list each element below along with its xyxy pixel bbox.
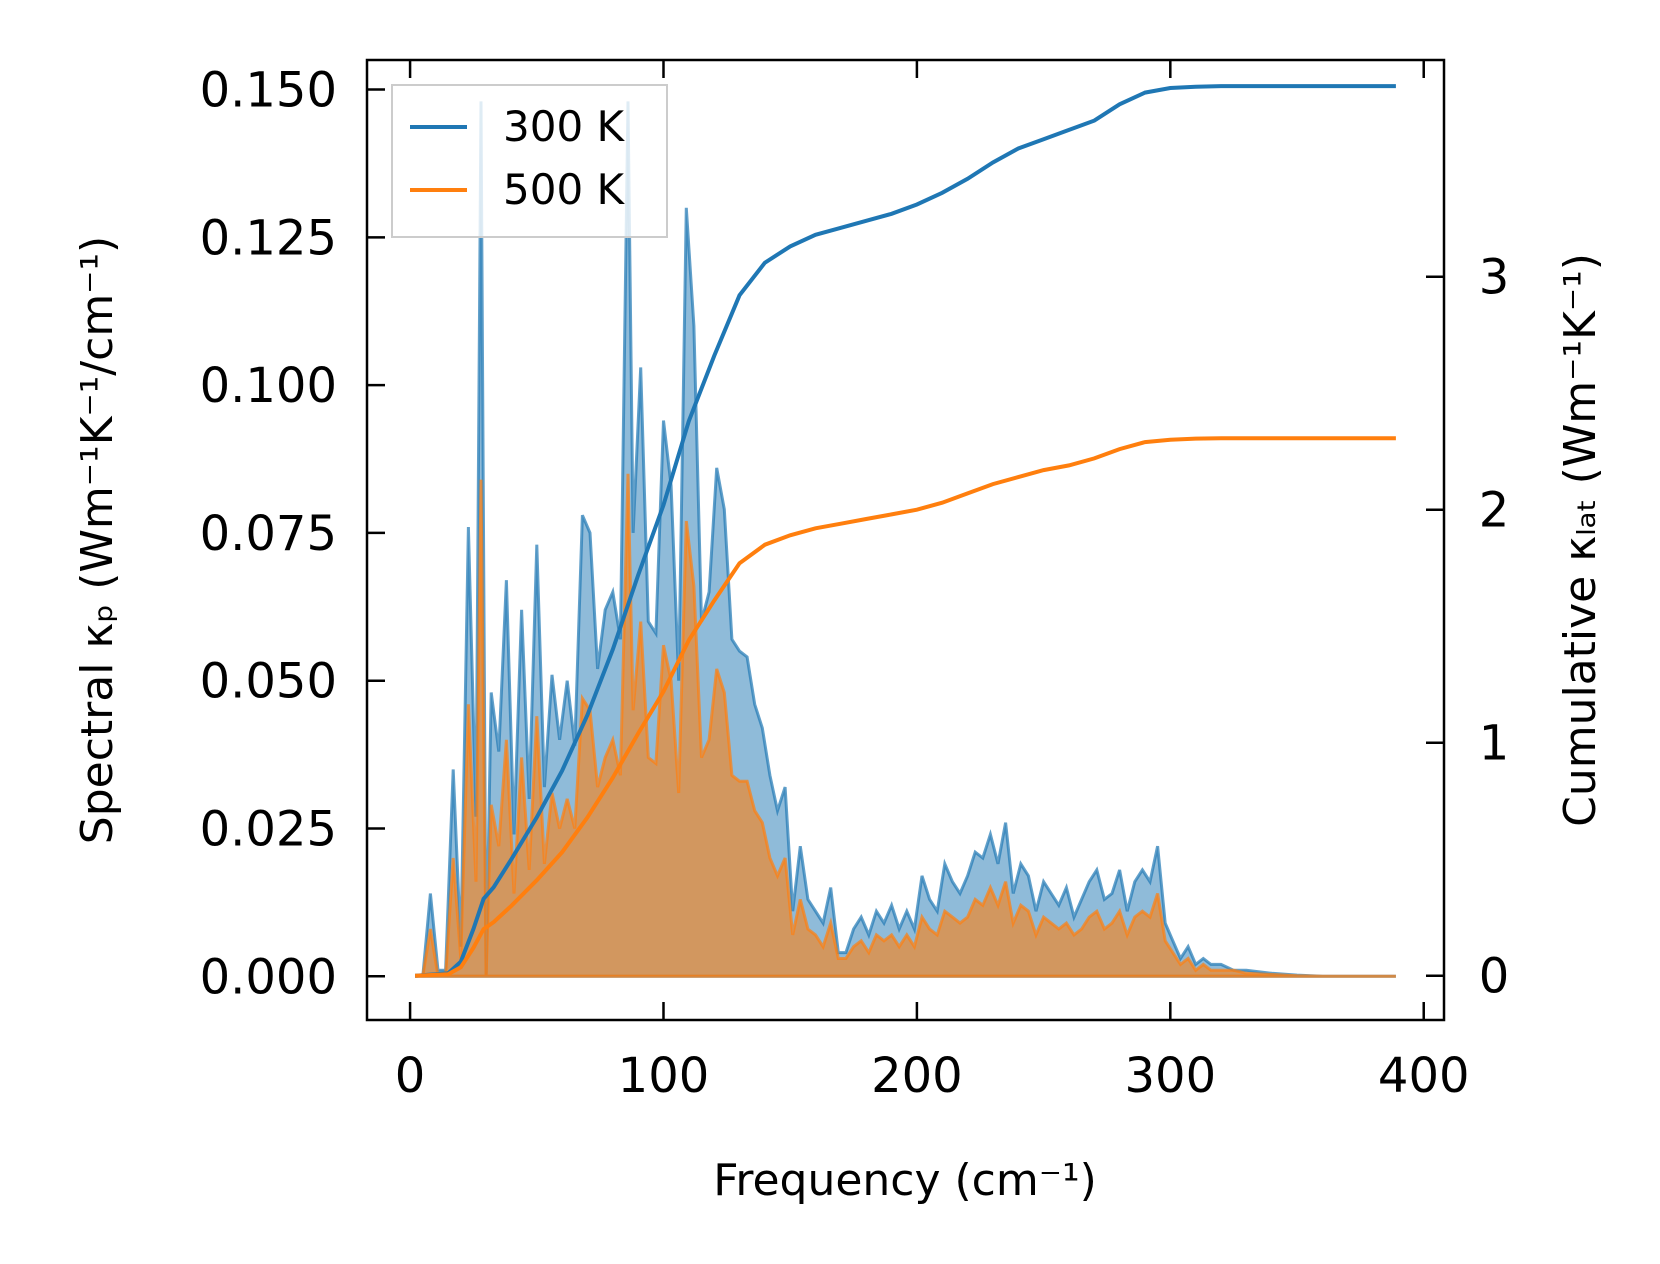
y-left-tick-label: 0.000 xyxy=(200,949,337,1005)
legend-box xyxy=(391,84,668,238)
x-tick-label: 300 xyxy=(1125,1048,1217,1104)
x-tick-label: 200 xyxy=(871,1048,963,1104)
y-left-axis-label: Spectral κₚ (Wm⁻¹K⁻¹/cm⁻¹) xyxy=(72,236,123,844)
cumulative-500k-line xyxy=(415,436,1396,978)
y-left-tick-label: 0.025 xyxy=(200,801,337,857)
y-right-tick-label: 1 xyxy=(1479,716,1510,772)
x-tick-label: 100 xyxy=(618,1048,710,1104)
y-right-tick-label: 3 xyxy=(1479,250,1510,306)
y-right-tick-label: 0 xyxy=(1479,949,1510,1005)
spectral-500k-area xyxy=(415,473,1396,977)
legend-300k-label: 300 K xyxy=(503,102,626,151)
spectral-500k-line xyxy=(415,473,1396,978)
y-left-tick-label: 0.150 xyxy=(200,63,337,119)
cumulative-300k-line xyxy=(414,84,1396,978)
y-left-tick-label: 0.100 xyxy=(200,358,337,414)
y-right-tick-label: 2 xyxy=(1479,483,1510,539)
legend-500k-label: 500 K xyxy=(503,165,626,214)
axis-ticks: 0 100 200 300 400 0.000 0.025 0.050 0.075 0.100 0.… xyxy=(200,60,1510,1104)
y-right-axis-label: Cumulative κₗₐₜ (Wm⁻¹K⁻¹) xyxy=(1555,253,1606,827)
x-axis-label: Frequency (cm⁻¹) xyxy=(713,1155,1097,1206)
x-tick-label: 400 xyxy=(1378,1048,1470,1104)
plot-frame xyxy=(365,58,1446,1022)
x-tick-label: 0 xyxy=(395,1048,426,1104)
legend: 300 K 500 K xyxy=(391,84,668,238)
y-left-tick-label: 0.075 xyxy=(200,506,337,562)
y-left-tick-label: 0.125 xyxy=(200,210,337,266)
y-left-tick-label: 0.050 xyxy=(200,654,337,710)
